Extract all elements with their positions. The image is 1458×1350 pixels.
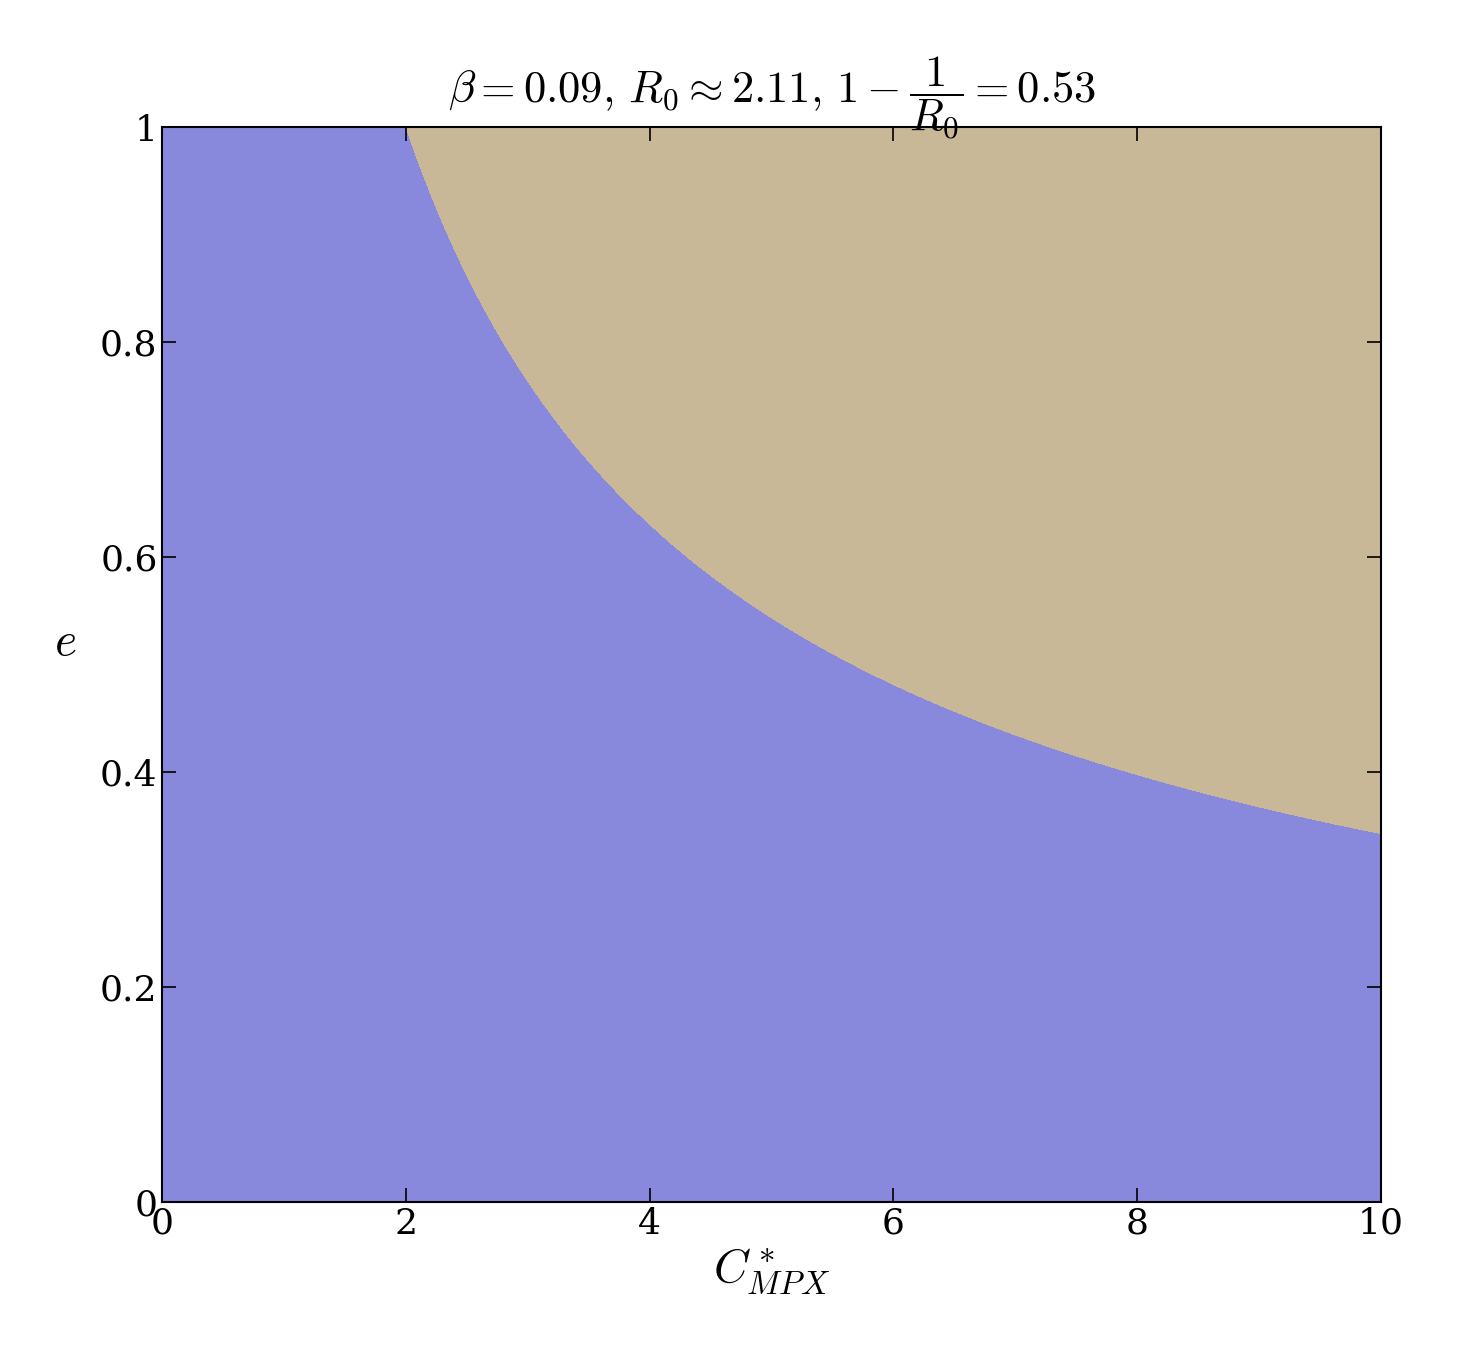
Y-axis label: $e$: $e$ <box>54 620 77 664</box>
Title: $\beta = 0.09,\, R_0 \approx 2.11,\, 1 - \dfrac{1}{R_0} = 0.53$: $\beta = 0.09,\, R_0 \approx 2.11,\, 1 -… <box>448 54 1095 140</box>
X-axis label: $C^*_{MPX}$: $C^*_{MPX}$ <box>713 1246 830 1296</box>
